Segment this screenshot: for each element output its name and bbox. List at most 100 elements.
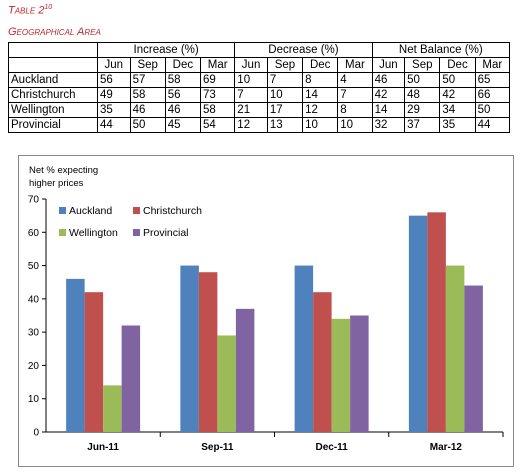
data-table: Increase (%) Decrease (%) Net Balance (%… — [8, 42, 511, 133]
legend-swatch — [133, 207, 140, 214]
table-cell: 56 — [164, 87, 201, 103]
table-cell: 10 — [266, 87, 304, 103]
table-cell: 66 — [474, 87, 511, 103]
chart-container: Net % expecting higher prices 0 10 20 30 40 50 6… — [18, 155, 514, 467]
table-body: Auckland 56 57 58 69 10 7 8 4 46 50 50 65 Christchurc… — [8, 72, 511, 133]
table-title: Table 210 — [8, 4, 53, 17]
legend-label: Auckland — [69, 205, 112, 217]
table-cell: 50 — [439, 72, 476, 88]
table-cell: 46 — [164, 102, 201, 118]
bar-wellington — [445, 265, 465, 432]
bar-christchurch — [313, 292, 332, 432]
y-tick-label: 50 — [28, 261, 40, 272]
table-corner-cell — [8, 42, 98, 58]
table-cell: 8 — [337, 102, 373, 118]
table-cell: 57 — [129, 72, 166, 88]
row-label: Christchurch — [8, 87, 98, 103]
bar-provincial — [121, 325, 141, 432]
table-corner-cell — [8, 57, 98, 73]
table-month-header-row: Jun Sep Dec Mar Jun Sep Dec Mar Jun Sep Dec Mar — [8, 57, 511, 73]
table-cell: 46 — [371, 72, 406, 88]
legend-swatch — [59, 229, 66, 236]
table-group-header-row: Increase (%) Decrease (%) Net Balance (%… — [8, 42, 511, 58]
section-heading: Geographical Area — [8, 26, 101, 38]
table-cell: 42 — [371, 87, 406, 103]
table-cell: 4 — [337, 72, 373, 88]
table-cell: 29 — [404, 102, 441, 118]
table-cell: 7 — [234, 87, 268, 103]
table-cell: 73 — [199, 87, 236, 103]
table-row: Wellington 35 46 46 58 21 17 12 8 14 29 34 50 — [8, 102, 511, 118]
group-header-net-balance: Net Balance (%) — [371, 42, 511, 58]
bar-christchurch — [198, 272, 218, 432]
table-cell: 58 — [129, 87, 166, 103]
table-cell: 34 — [439, 102, 476, 118]
table-cell: 58 — [164, 72, 201, 88]
y-tick-label: 40 — [28, 294, 40, 305]
month-header: Sep — [266, 57, 304, 73]
y-tick-label: 10 — [28, 394, 40, 405]
x-tick-label: Dec-11 — [316, 442, 349, 453]
table-cell: 56 — [97, 72, 131, 88]
legend-swatch — [133, 229, 140, 236]
bar-auckland — [408, 215, 428, 432]
group-header-increase: Increase (%) — [96, 42, 236, 58]
legend-swatch — [59, 207, 66, 214]
y-tick-label: 20 — [28, 361, 40, 372]
table-cell: 21 — [234, 102, 268, 118]
table-row: Auckland 56 57 58 69 10 7 8 4 46 50 50 65 — [8, 72, 511, 88]
bar-wellington — [217, 335, 236, 432]
table-cell: 32 — [371, 117, 406, 133]
y-tick-label: 70 — [28, 195, 40, 206]
table-cell: 37 — [404, 117, 441, 133]
legend-label: Christchurch — [143, 205, 202, 217]
table-cell: 7 — [266, 72, 304, 88]
legend-label: Wellington — [69, 227, 118, 239]
bar-provincial — [350, 315, 369, 432]
month-header: Dec — [302, 57, 339, 73]
y-axis-label: Net % expecting — [29, 165, 98, 176]
table-cell: 14 — [371, 102, 406, 118]
x-tick-label: Sep-11 — [201, 442, 234, 453]
y-tick-label: 0 — [33, 428, 39, 439]
table-cell: 50 — [404, 72, 441, 88]
month-header: Mar — [474, 57, 511, 73]
table-cell: 44 — [97, 117, 131, 133]
table-cell: 10 — [234, 72, 268, 88]
bar-christchurch — [84, 292, 104, 432]
table-cell: 46 — [129, 102, 166, 118]
month-header: Mar — [199, 57, 236, 73]
table-row: Provincial 44 50 45 54 12 13 10 10 32 37 35 44 — [8, 117, 511, 133]
legend-label: Provincial — [143, 227, 189, 239]
month-header: Jun — [97, 57, 131, 73]
table-cell: 10 — [337, 117, 373, 133]
table-cell: 42 — [439, 87, 476, 103]
month-header: Jun — [234, 57, 268, 73]
row-label: Wellington — [8, 102, 98, 118]
table-cell: 35 — [97, 102, 131, 118]
table-cell: 12 — [302, 102, 339, 118]
bar-wellington — [331, 318, 351, 432]
bar-auckland — [180, 265, 199, 432]
group-header-decrease: Decrease (%) — [234, 42, 373, 58]
bar-provincial — [464, 285, 483, 432]
bar-chart: Net % expecting higher prices 0 10 20 30 40 50 6… — [28, 165, 504, 453]
month-header: Sep — [404, 57, 441, 73]
y-tick-label: 30 — [28, 328, 40, 339]
table-cell: 12 — [234, 117, 268, 133]
table-cell: 8 — [302, 72, 339, 88]
table-cell: 17 — [266, 102, 304, 118]
table-cell: 44 — [474, 117, 511, 133]
bar-wellington — [103, 385, 122, 432]
table-cell: 45 — [164, 117, 201, 133]
row-label: Auckland — [8, 72, 98, 88]
table-cell: 49 — [97, 87, 131, 103]
table-cell: 7 — [337, 87, 373, 103]
table-cell: 58 — [199, 102, 236, 118]
month-header: Sep — [129, 57, 166, 73]
y-tick-label: 60 — [28, 228, 40, 239]
table-cell: 35 — [439, 117, 476, 133]
table-cell: 54 — [199, 117, 236, 133]
table-cell: 14 — [302, 87, 339, 103]
month-header: Jun — [371, 57, 406, 73]
